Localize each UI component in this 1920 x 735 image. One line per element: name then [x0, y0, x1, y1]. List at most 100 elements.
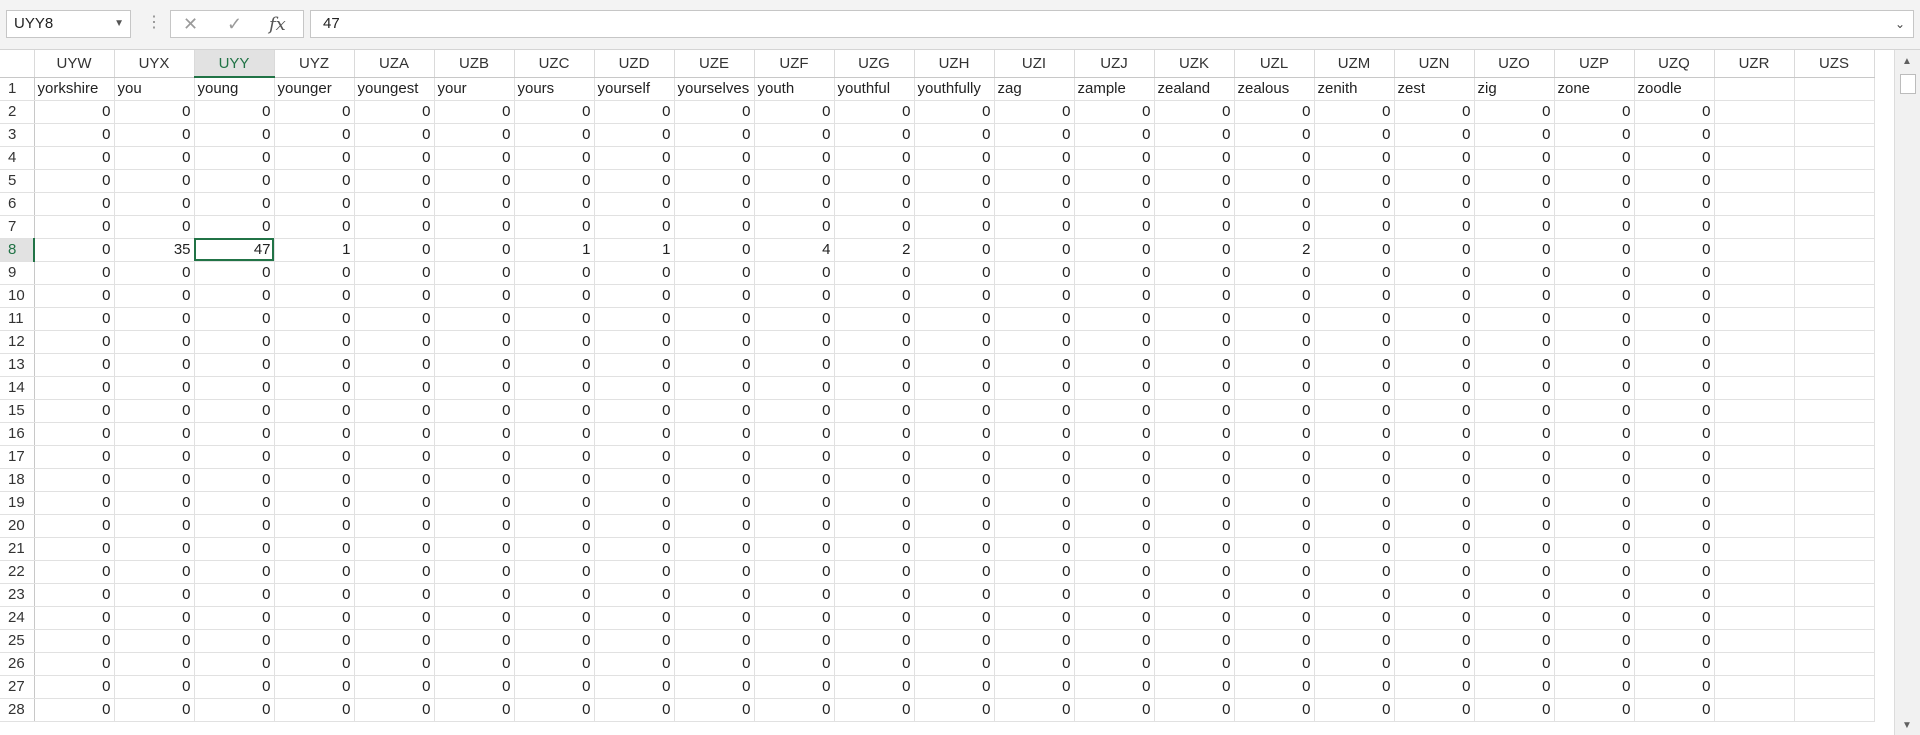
cell-uyx18[interactable]: 0 [114, 468, 195, 492]
cell-uzj7[interactable]: 0 [1074, 215, 1155, 239]
cell-uzp12[interactable]: 0 [1554, 330, 1635, 354]
cell-uzi21[interactable]: 0 [994, 537, 1075, 561]
cell-uzb15[interactable]: 0 [434, 399, 515, 423]
cell-uzb26[interactable]: 0 [434, 652, 515, 676]
cell-uzb28[interactable]: 0 [434, 698, 515, 722]
cell-uzc21[interactable]: 0 [514, 537, 595, 561]
cell-uza9[interactable]: 0 [354, 261, 435, 285]
cell-uyw3[interactable]: 0 [34, 123, 115, 147]
cell-uzc13[interactable]: 0 [514, 353, 595, 377]
cell-uzj24[interactable]: 0 [1074, 606, 1155, 630]
cell-uzj11[interactable]: 0 [1074, 307, 1155, 331]
cell-uzs15[interactable] [1794, 399, 1875, 423]
cell-uzn6[interactable]: 0 [1394, 192, 1475, 216]
cell-uzs26[interactable] [1794, 652, 1875, 676]
cell-uzh17[interactable]: 0 [914, 445, 995, 469]
cell-uyy28[interactable]: 0 [194, 698, 275, 722]
row-header-3[interactable]: 3 [0, 123, 35, 147]
cell-uyy12[interactable]: 0 [194, 330, 275, 354]
select-all-corner[interactable] [0, 50, 35, 78]
cell-uzd4[interactable]: 0 [594, 146, 675, 170]
cell-uyz13[interactable]: 0 [274, 353, 355, 377]
cell-uyw1[interactable]: yorkshire [34, 77, 115, 101]
cell-uzd20[interactable]: 0 [594, 514, 675, 538]
cell-uzg1[interactable]: youthful [834, 77, 915, 101]
cell-uyw7[interactable]: 0 [34, 215, 115, 239]
cell-uza22[interactable]: 0 [354, 560, 435, 584]
cell-uzc27[interactable]: 0 [514, 675, 595, 699]
column-header-uzm[interactable]: UZM [1314, 50, 1395, 78]
cell-uzg3[interactable]: 0 [834, 123, 915, 147]
cell-uza2[interactable]: 0 [354, 100, 435, 124]
cell-uzn14[interactable]: 0 [1394, 376, 1475, 400]
cell-uzc9[interactable]: 0 [514, 261, 595, 285]
cell-uzo20[interactable]: 0 [1474, 514, 1555, 538]
cell-uzd23[interactable]: 0 [594, 583, 675, 607]
cell-uzr6[interactable] [1714, 192, 1795, 216]
cell-uzq8[interactable]: 0 [1634, 238, 1715, 262]
cell-uzg17[interactable]: 0 [834, 445, 915, 469]
cell-uzs21[interactable] [1794, 537, 1875, 561]
cell-uzl14[interactable]: 0 [1234, 376, 1315, 400]
cell-uzi13[interactable]: 0 [994, 353, 1075, 377]
cell-uyx5[interactable]: 0 [114, 169, 195, 193]
cell-uzs8[interactable] [1794, 238, 1875, 262]
cell-uzj21[interactable]: 0 [1074, 537, 1155, 561]
cell-uzk18[interactable]: 0 [1154, 468, 1235, 492]
cell-uzn11[interactable]: 0 [1394, 307, 1475, 331]
cell-uzk3[interactable]: 0 [1154, 123, 1235, 147]
cell-uzm8[interactable]: 0 [1314, 238, 1395, 262]
cell-uzb1[interactable]: your [434, 77, 515, 101]
cell-uzi6[interactable]: 0 [994, 192, 1075, 216]
cell-uyz4[interactable]: 0 [274, 146, 355, 170]
cell-uzs2[interactable] [1794, 100, 1875, 124]
cell-uzq4[interactable]: 0 [1634, 146, 1715, 170]
row-header-8[interactable]: 8 [0, 238, 35, 262]
expand-formula-bar-icon[interactable]: ⌄ [1894, 17, 1905, 31]
cell-uyx13[interactable]: 0 [114, 353, 195, 377]
cell-uyz14[interactable]: 0 [274, 376, 355, 400]
cell-uyw9[interactable]: 0 [34, 261, 115, 285]
cell-uzb14[interactable]: 0 [434, 376, 515, 400]
column-header-uzf[interactable]: UZF [754, 50, 835, 78]
cell-uyz10[interactable]: 0 [274, 284, 355, 308]
cell-uzk6[interactable]: 0 [1154, 192, 1235, 216]
cell-uzl12[interactable]: 0 [1234, 330, 1315, 354]
cell-uzp15[interactable]: 0 [1554, 399, 1635, 423]
cell-uzo22[interactable]: 0 [1474, 560, 1555, 584]
cell-uzi24[interactable]: 0 [994, 606, 1075, 630]
cell-uyw20[interactable]: 0 [34, 514, 115, 538]
cell-uzg8[interactable]: 2 [834, 238, 915, 262]
cell-uyx7[interactable]: 0 [114, 215, 195, 239]
cell-uyw27[interactable]: 0 [34, 675, 115, 699]
cell-uzi18[interactable]: 0 [994, 468, 1075, 492]
cell-uzr8[interactable] [1714, 238, 1795, 262]
cell-uzh2[interactable]: 0 [914, 100, 995, 124]
cell-uzs11[interactable] [1794, 307, 1875, 331]
cell-uzc10[interactable]: 0 [514, 284, 595, 308]
cell-uzo5[interactable]: 0 [1474, 169, 1555, 193]
cell-uyy18[interactable]: 0 [194, 468, 275, 492]
cell-uzj18[interactable]: 0 [1074, 468, 1155, 492]
cell-uyx25[interactable]: 0 [114, 629, 195, 653]
cell-uzl8[interactable]: 2 [1234, 238, 1315, 262]
cell-uza14[interactable]: 0 [354, 376, 435, 400]
cell-uze23[interactable]: 0 [674, 583, 755, 607]
cell-uza15[interactable]: 0 [354, 399, 435, 423]
cell-uyw11[interactable]: 0 [34, 307, 115, 331]
cell-uyz2[interactable]: 0 [274, 100, 355, 124]
cell-uzq23[interactable]: 0 [1634, 583, 1715, 607]
cell-uyz9[interactable]: 0 [274, 261, 355, 285]
column-header-uzq[interactable]: UZQ [1634, 50, 1715, 78]
cell-uzb27[interactable]: 0 [434, 675, 515, 699]
cell-uzj4[interactable]: 0 [1074, 146, 1155, 170]
cell-uzd11[interactable]: 0 [594, 307, 675, 331]
cell-uzo14[interactable]: 0 [1474, 376, 1555, 400]
cell-uzq19[interactable]: 0 [1634, 491, 1715, 515]
cell-uzo23[interactable]: 0 [1474, 583, 1555, 607]
cell-uzo10[interactable]: 0 [1474, 284, 1555, 308]
cell-uzd16[interactable]: 0 [594, 422, 675, 446]
cell-uzj27[interactable]: 0 [1074, 675, 1155, 699]
cell-uzm17[interactable]: 0 [1314, 445, 1395, 469]
cell-uzn8[interactable]: 0 [1394, 238, 1475, 262]
